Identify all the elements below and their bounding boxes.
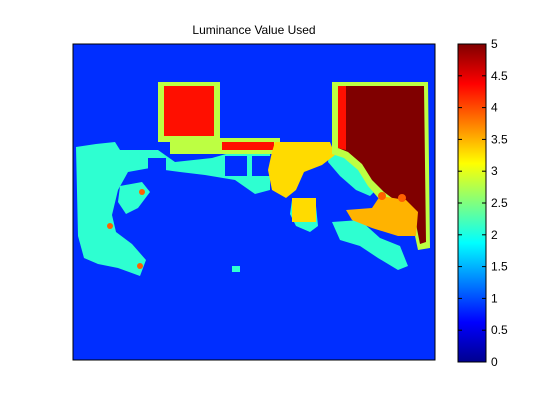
orange-spot bbox=[107, 223, 113, 229]
orange-block bbox=[164, 86, 214, 136]
colorbar-tick-label: 4.5 bbox=[491, 69, 508, 83]
colorbar-tick-label: 1.5 bbox=[491, 260, 508, 274]
heatmap-axes-frame bbox=[72, 43, 436, 361]
colorbar-gradient bbox=[457, 43, 487, 363]
colorbar-tick-label: 4 bbox=[491, 101, 498, 115]
colorbar-tick-label: 5 bbox=[491, 37, 498, 51]
shelf-stripe bbox=[222, 142, 274, 150]
colorbar-tick-label: 2 bbox=[491, 228, 498, 242]
yellow-patch-right bbox=[346, 196, 418, 236]
orange-spot bbox=[137, 263, 143, 269]
colorbar-tick-label: 0.5 bbox=[491, 323, 508, 337]
chart-title: Luminance Value Used bbox=[192, 23, 315, 37]
colorbar-tick-label: 2.5 bbox=[491, 196, 508, 210]
cyan-region bbox=[332, 220, 408, 270]
cyan-region bbox=[232, 266, 240, 272]
cyan-region bbox=[225, 156, 247, 176]
colorbar-tick-label: 3 bbox=[491, 164, 498, 178]
orange-spot bbox=[139, 189, 145, 195]
cyan-region bbox=[148, 158, 166, 174]
colorbar-tick-label: 0 bbox=[491, 355, 498, 369]
cyan-region bbox=[76, 142, 270, 276]
colorbar-tick-label: 3.5 bbox=[491, 132, 508, 146]
colorbar: 0 0.5 1 1.5 2 2.5 3 3.5 4 4.5 5 bbox=[457, 37, 508, 369]
colorbar-tick-label: 1 bbox=[491, 291, 498, 305]
orange-spot bbox=[398, 194, 406, 202]
cyan-region bbox=[328, 150, 378, 196]
orange-spot bbox=[378, 192, 386, 200]
orange-edge bbox=[338, 86, 346, 150]
yellow-patch bbox=[268, 142, 335, 198]
cyan-region bbox=[252, 156, 270, 176]
yellow-patch bbox=[292, 198, 316, 222]
heatmap-image bbox=[73, 44, 435, 360]
